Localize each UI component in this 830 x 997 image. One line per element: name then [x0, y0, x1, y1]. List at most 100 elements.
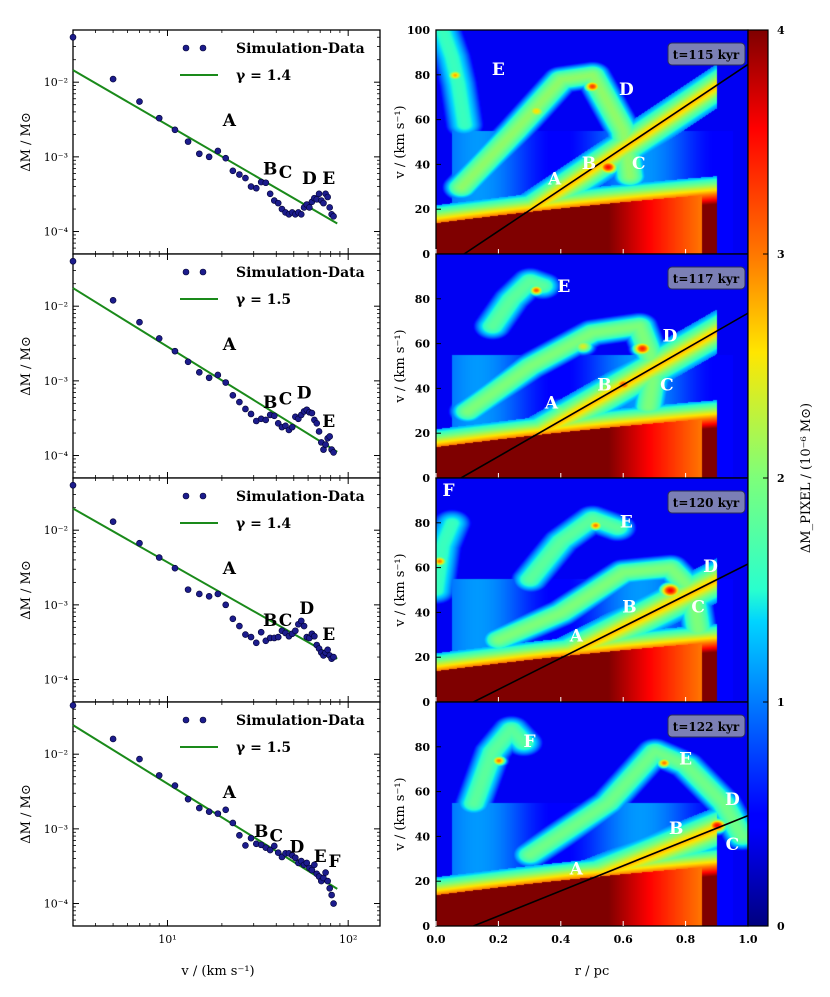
data-point	[214, 147, 222, 155]
y-tick-label: 60	[415, 562, 431, 575]
legend-marker	[182, 44, 190, 52]
legend: Simulation-Data γ = 1.5	[180, 713, 365, 756]
y-tick-label: 0	[422, 472, 430, 485]
heatmap-label-e: E	[557, 277, 570, 297]
legend-marker	[182, 268, 190, 276]
legend-marker	[199, 268, 207, 276]
data-point	[297, 617, 305, 625]
x-tick-label: 10²	[339, 933, 357, 946]
y-tick-label: 10⁻²	[44, 300, 68, 313]
data-point	[155, 335, 163, 342]
data-point	[184, 586, 192, 593]
right-y-axis-label: v / (km s⁻¹)	[393, 105, 408, 179]
feature-label-b: B	[254, 822, 268, 842]
data-point	[292, 854, 299, 862]
data-point	[229, 392, 237, 399]
y-tick-label: 20	[415, 875, 431, 888]
y-tick-label: 10⁻⁴	[44, 226, 69, 239]
colorbar-tick-label: 0	[777, 920, 785, 933]
x-tick-label: 0.0	[426, 933, 445, 946]
fit-line	[460, 312, 748, 478]
data-point	[297, 211, 305, 218]
data-point	[326, 433, 333, 440]
heatmap-label-e: E	[620, 512, 633, 532]
data-point	[242, 631, 249, 638]
feature-label-f: F	[328, 852, 340, 872]
data-point	[242, 842, 249, 849]
time-badge	[667, 266, 746, 290]
data-point	[262, 416, 270, 424]
heatmap-label-b: B	[597, 376, 611, 396]
left-panel-4: 10⁻⁴ 10⁻³ 10⁻² AB CD E F Simulation-Data γ = 1.5…	[19, 701, 381, 927]
y-tick-label: 10⁻²	[44, 76, 68, 89]
time-label: t=115 kyr	[673, 48, 740, 62]
x-tick-label: 0.8	[676, 933, 695, 946]
heatmap-label-c: C	[726, 835, 740, 855]
data-point	[214, 590, 222, 598]
y-tick-label: 60	[415, 786, 431, 799]
data-point	[324, 646, 331, 654]
data-point	[324, 877, 331, 885]
heatmap-image	[436, 702, 748, 926]
data-point	[242, 174, 249, 182]
heatmap-panel-2: t=117 kyr A B C D E 0 20 40 60 80 v / (km s⁻¹)	[393, 253, 749, 485]
time-label: t=120 kyr	[673, 496, 740, 510]
feature-label-a: A	[222, 559, 237, 579]
y-tick-label: 100	[407, 24, 430, 37]
heatmap-label-e: E	[492, 60, 505, 80]
heatmap-label-a: A	[569, 859, 584, 879]
fit-line	[473, 563, 748, 702]
data-point	[320, 199, 327, 207]
heatmap-label-a: A	[569, 627, 584, 647]
heatmap-label-a: A	[544, 394, 559, 414]
data-point	[247, 410, 255, 418]
legend-label-data: Simulation-Data	[236, 489, 365, 505]
data-point	[236, 171, 243, 178]
y-tick-label: 0	[422, 920, 430, 933]
y-tick-label: 0	[422, 696, 430, 709]
colorbar-label: ΔM_PIXEL / (10⁻⁶ M⊙)	[799, 403, 814, 553]
data-point	[311, 632, 318, 640]
feature-label-d: D	[299, 599, 314, 619]
fit-line	[473, 814, 748, 926]
data-point	[214, 371, 222, 379]
plot-frame	[72, 29, 381, 255]
y-tick-label: 60	[415, 114, 431, 127]
y-tick-label: 20	[415, 427, 431, 440]
y-tick-label: 80	[415, 741, 431, 754]
left-panel-3: 10⁻⁴ 10⁻³ 10⁻² A B CDE Simulation-Data γ = 1.4 Δ…	[19, 477, 381, 703]
heatmap-label-d: D	[725, 790, 740, 810]
data-point	[109, 75, 117, 83]
left-x-axis-label: v / (km s⁻¹)	[180, 964, 254, 979]
data-point	[313, 420, 321, 427]
legend-label-data: Simulation-Data	[236, 713, 365, 729]
heatmap-label-d: D	[703, 557, 718, 577]
feature-label-b: B	[263, 160, 277, 180]
x-tick-label: 0.6	[614, 933, 633, 946]
heatmap-label-d: D	[663, 326, 678, 346]
feature-label-b: B	[263, 611, 277, 631]
heatmap-label-a: A	[547, 170, 562, 190]
data-point	[222, 806, 230, 814]
data-point	[266, 190, 274, 198]
legend-marker	[182, 492, 190, 500]
data-point	[308, 409, 316, 417]
data-point	[236, 398, 243, 406]
data-point	[69, 33, 77, 41]
data-point	[324, 193, 331, 201]
heatmap-label-e: E	[679, 750, 692, 770]
data-point	[270, 842, 278, 850]
legend-label-data: Simulation-Data	[236, 41, 365, 57]
y-tick-label: 10⁻²	[44, 748, 68, 761]
colorbar-tick-label: 3	[777, 248, 785, 261]
time-badge	[667, 714, 746, 738]
data-point	[109, 735, 117, 743]
data-point	[306, 204, 313, 211]
legend-label-fit: γ = 1.4	[236, 516, 291, 532]
right-y-axis-label: v / (km s⁻¹)	[393, 553, 408, 627]
heatmap-label-c: C	[691, 597, 705, 617]
data-point	[315, 428, 323, 435]
x-tick-label: 0.4	[551, 933, 570, 946]
legend-marker	[182, 716, 190, 724]
